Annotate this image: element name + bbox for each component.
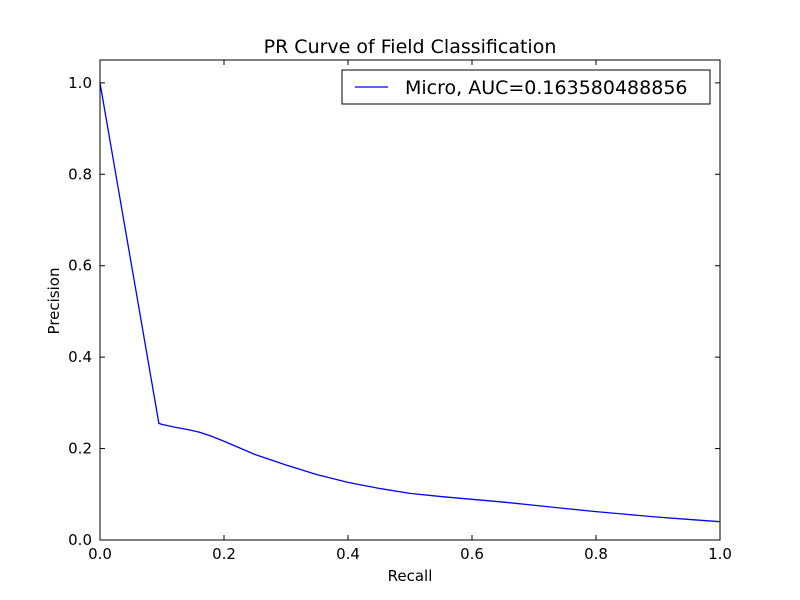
x-tick-label-0: 0.0: [88, 545, 112, 563]
y-tick-label-1: 0.2: [68, 440, 92, 458]
x-tick-label-3: 0.6: [460, 545, 484, 563]
plot-area: 0.0 0.2 0.4 0.6 0.8 1.0 0.0 0.2 0.4 0.6 0.8 1.0 Micr…: [68, 59, 732, 563]
y-axis-title: Precision: [45, 268, 63, 335]
legend-box: [341, 69, 711, 105]
y-tick-label-3: 0.6: [68, 257, 92, 275]
y-tick-label-5: 1.0: [68, 74, 92, 92]
x-axis-title: Recall: [388, 567, 433, 585]
y-tick-label-2: 0.4: [68, 348, 92, 366]
chart-title: PR Curve of Field Classification: [264, 36, 557, 58]
series-line-0: [99, 82, 721, 523]
legend-label-0: Micro, AUC=0.163580488856: [405, 77, 688, 99]
x-tick-label-5: 1.0: [708, 545, 732, 563]
x-tick-label-4: 0.8: [584, 545, 608, 563]
y-tick-label-0: 0.0: [68, 531, 92, 549]
y-tick-label-4: 0.8: [68, 165, 92, 183]
x-tick-label-2: 0.4: [336, 545, 360, 563]
axes-frame: [99, 59, 721, 541]
x-tick-label-1: 0.2: [212, 545, 236, 563]
